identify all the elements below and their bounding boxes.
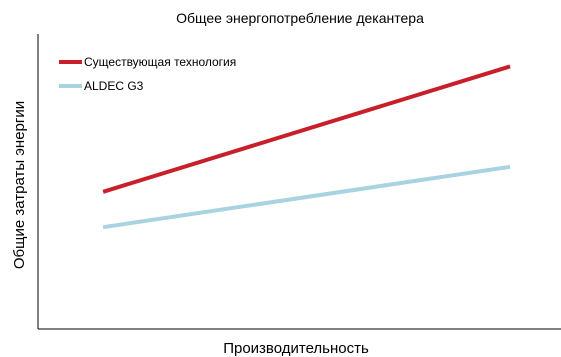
- legend-item-0: Существующая технология: [59, 55, 236, 69]
- y-axis-label: Общие затраты энергии: [11, 101, 28, 269]
- legend-item-1: ALDEC G3: [59, 79, 144, 93]
- plot-axes: [37, 34, 561, 330]
- legend-label: Существующая технология: [84, 55, 236, 69]
- legend-label: ALDEC G3: [84, 79, 144, 93]
- series-layer: [102, 64, 511, 230]
- legend: Существующая технология ALDEC G3: [59, 55, 236, 93]
- series-line-1: [102, 164, 511, 230]
- chart-title: Общее энергопотребление декантера: [176, 10, 424, 26]
- x-axis-label: Производительность: [223, 340, 369, 357]
- series-line-0: [102, 64, 511, 194]
